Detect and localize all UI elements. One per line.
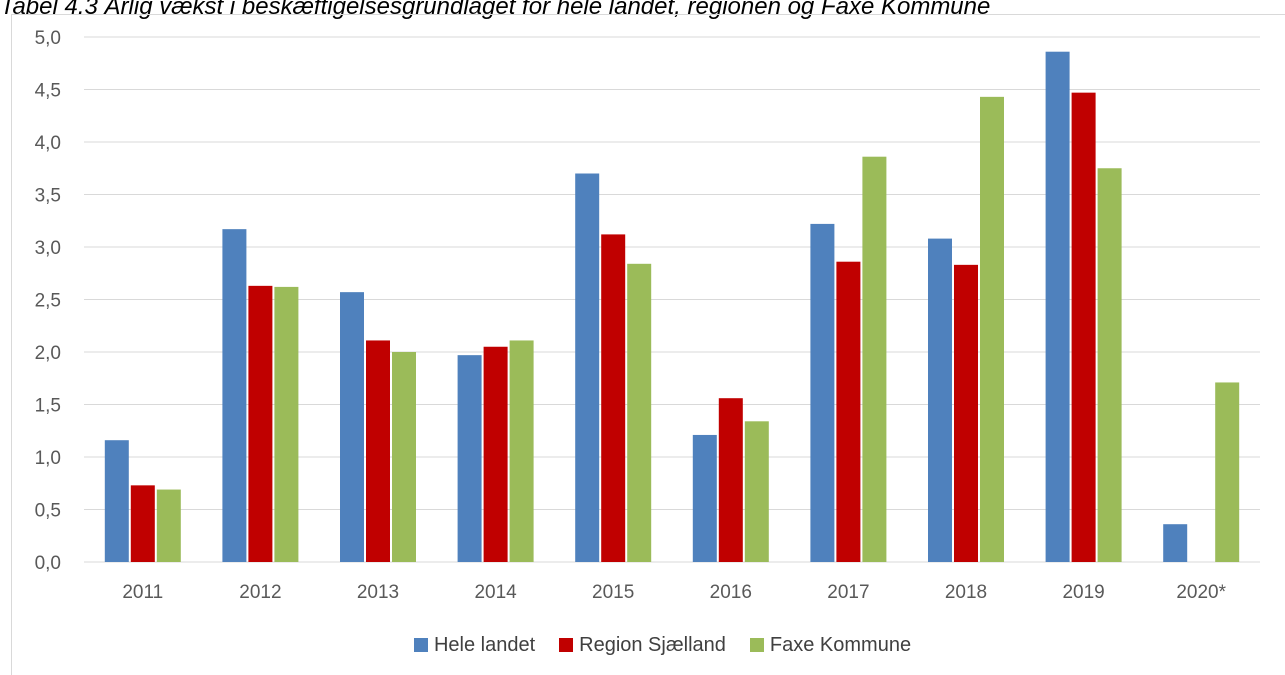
y-tick-label: 0,5 (35, 501, 61, 522)
bar-hele-landet-2014 (457, 355, 482, 562)
bar-faxe-kommune-2017 (862, 156, 887, 562)
x-tick-label: 2019 (1062, 582, 1104, 603)
legend-label: Faxe Kommune (769, 633, 912, 656)
bars (104, 51, 1240, 563)
y-tick-label: 4,5 (35, 81, 61, 102)
bar-faxe-kommune-2018 (980, 96, 1004, 562)
y-tick-label: 3,5 (35, 186, 61, 207)
bar-faxe-kommune-2016 (744, 421, 769, 562)
chart-legend: Hele landet Region Sjælland Faxe Kommune (0, 630, 1285, 660)
x-tick-label: 2012 (239, 582, 281, 603)
bar-region-sj-lland-2016 (718, 398, 743, 562)
x-tick-label: 2011 (122, 582, 163, 603)
legend-swatch (413, 638, 428, 652)
bar-hele-landet-2011 (104, 440, 129, 562)
bar-region-sj-lland-2012 (248, 285, 273, 562)
bar-hele-landet-2012 (222, 229, 247, 562)
legend-swatch (559, 638, 574, 652)
legend-item: Hele landet (413, 633, 536, 657)
y-axis-tick-labels: 0,0 0,5 1,0 1,5 2,0 2,5 3,0 3,5 4,0 4,5 5,0 (35, 28, 61, 574)
chart-title: Tabel 4.3 Årlig vækst i beskæftigelsesgr… (0, 0, 991, 20)
bar-hele-landet-2019 (1045, 51, 1070, 562)
y-tick-label: 1,5 (35, 396, 61, 417)
bar-region-sj-lland-2014 (483, 346, 508, 562)
bar-hele-landet-2018 (928, 238, 952, 562)
x-tick-label: 2015 (592, 582, 634, 603)
bar-faxe-kommune-2014 (509, 340, 534, 562)
bar-region-sj-lland-2013 (366, 340, 390, 562)
bar-region-sj-lland-2019 (1071, 92, 1096, 563)
bar-region-sj-lland-2017 (836, 261, 861, 562)
y-tick-label: 4,0 (35, 133, 61, 154)
x-tick-label: 2016 (710, 582, 752, 603)
x-tick-label: 2013 (357, 582, 399, 603)
legend-item: Region Sjælland (559, 634, 726, 657)
y-tick-label: 0,0 (35, 553, 61, 574)
legend-swatch (749, 638, 764, 652)
y-tick-label: 1,0 (35, 448, 61, 469)
legend-item: Faxe Kommune (749, 633, 912, 657)
y-tick-label: 5,0 (35, 28, 61, 49)
y-tick-label: 2,0 (35, 343, 61, 364)
bar-faxe-kommune-2012 (274, 286, 299, 562)
legend-label: Hele landet (433, 633, 536, 656)
bar-faxe-kommune-2020 (1215, 382, 1240, 562)
bar-faxe-kommune-2011 (156, 489, 181, 562)
x-tick-label: 2017 (827, 582, 869, 603)
y-tick-label: 3,0 (35, 238, 61, 259)
bar-faxe-kommune-2013 (392, 352, 416, 562)
bar-hele-landet-2020 (1163, 524, 1188, 562)
bar-region-sj-lland-2018 (954, 264, 978, 562)
bar-hele-landet-2015 (575, 173, 600, 562)
bar-faxe-kommune-2015 (627, 263, 652, 562)
bar-region-sj-lland-2011 (130, 485, 155, 562)
x-tick-label: 2020* (1176, 582, 1226, 603)
y-tick-label: 2,5 (35, 291, 61, 312)
chart-frame (11, 14, 1285, 675)
x-tick-label: 2014 (474, 582, 517, 603)
bar-region-sj-lland-2015 (601, 234, 626, 562)
bar-faxe-kommune-2019 (1097, 168, 1122, 562)
x-tick-label: 2018 (945, 582, 987, 603)
legend-label: Region Sjælland (579, 633, 726, 656)
bar-hele-landet-2016 (692, 434, 717, 562)
x-axis-tick-labels: 2011 2012 2013 2014 2015 2016 2017 2018 2019 2020… (122, 582, 1226, 603)
bar-hele-landet-2013 (340, 292, 364, 562)
bar-hele-landet-2017 (810, 223, 835, 562)
